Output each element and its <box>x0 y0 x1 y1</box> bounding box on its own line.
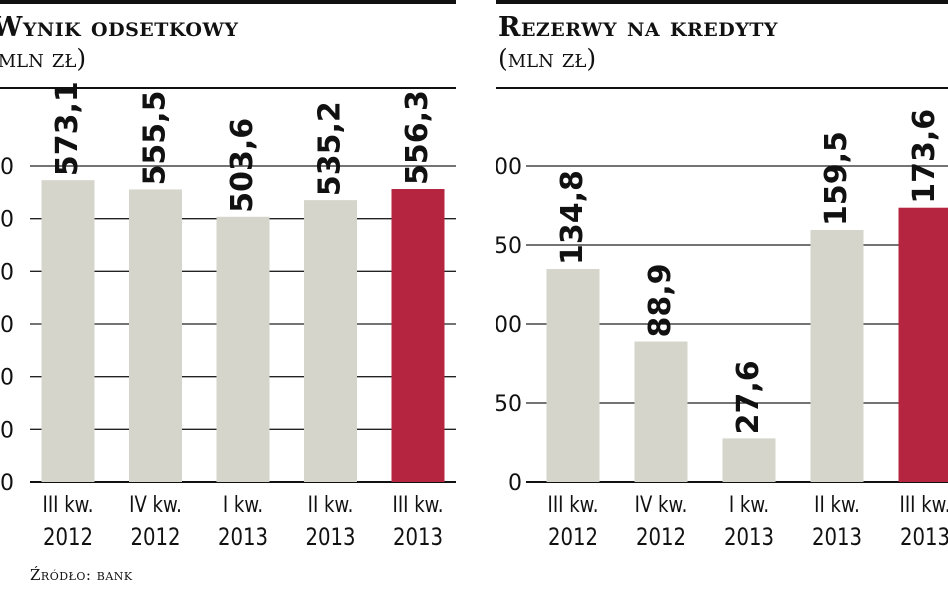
category-year-label: 2013 <box>305 524 355 551</box>
category-label: IV kw. <box>129 491 182 517</box>
y-tick-label: 200 <box>496 155 522 180</box>
bar <box>41 180 95 482</box>
bar-value-label: 573,1 <box>50 81 85 176</box>
title-separator <box>496 87 948 89</box>
category-label: III kw. <box>43 491 94 517</box>
category-label: I kw. <box>223 491 263 517</box>
bar <box>722 438 776 482</box>
bar-value-label: 159,5 <box>819 131 854 226</box>
category-year-label: 2012 <box>130 524 180 551</box>
y-tick-label: 50 <box>496 392 522 417</box>
chart-subtitle: (mln zł) <box>0 44 87 73</box>
category-year-label: 2013 <box>218 524 268 551</box>
bar-value-label: 134,8 <box>555 170 590 265</box>
source-note: Źródło: bank <box>30 566 133 584</box>
y-tick-label: 500 <box>0 208 14 233</box>
y-tick-label: 0 <box>0 471 14 496</box>
bar-value-label: 555,5 <box>138 91 173 186</box>
loan-provisions-bar-chart: 0 50 100 150 200 134,8 III kw. 2012 88,9 IV kw. 20… <box>496 109 948 552</box>
chart-panel-loan-provisions: Rezerwy na kredyty (mln zł) 0 50 100 150 200… <box>496 0 948 560</box>
y-tick-label: 150 <box>496 234 522 259</box>
category-label: II kw. <box>814 491 860 517</box>
y-tick-label: 400 <box>0 260 14 285</box>
title-separator <box>0 87 456 89</box>
bar <box>546 269 600 482</box>
bar-value-label: 556,3 <box>400 90 435 185</box>
chart-title: Rezerwy na kredyty <box>498 12 778 43</box>
category-year-label: 2013 <box>900 524 948 551</box>
interest-income-bar-chart: 0 100 200 300 400 500 600 573,1 III kw. 2012 555,5… <box>0 81 456 552</box>
category-label: III kw. <box>548 491 599 517</box>
bar <box>216 216 270 482</box>
chart-subtitle: (mln zł) <box>498 44 597 73</box>
category-year-label: 2013 <box>393 524 443 551</box>
y-tick-label: 0 <box>508 471 522 496</box>
bar-value-label: 503,6 <box>225 118 260 213</box>
category-label: III kw. <box>393 491 444 517</box>
top-rule <box>0 0 456 4</box>
bar-value-label: 88,9 <box>643 264 678 338</box>
y-tick-label: 100 <box>496 313 522 338</box>
bar <box>304 200 357 483</box>
top-rule <box>496 0 948 4</box>
category-label: III kw. <box>900 491 948 517</box>
y-tick-label: 200 <box>0 366 14 391</box>
bar-value-label: 173,6 <box>907 109 942 204</box>
category-year-label: 2013 <box>812 524 862 551</box>
bar <box>810 229 864 482</box>
y-tick-label: 600 <box>0 155 14 180</box>
bar <box>634 341 688 482</box>
category-year-label: 2012 <box>636 524 686 551</box>
bar-value-label: 27,6 <box>731 360 766 434</box>
bar-value-label: 535,2 <box>313 101 348 196</box>
bar <box>391 189 445 483</box>
category-label: I kw. <box>729 491 769 517</box>
y-tick-label: 300 <box>0 313 14 338</box>
bar <box>898 207 948 482</box>
chart-title: Wynik odsetkowy <box>0 12 239 43</box>
y-tick-label: 100 <box>0 418 14 443</box>
category-label: II kw. <box>308 491 354 517</box>
category-year-label: 2012 <box>548 524 598 551</box>
category-year-label: 2013 <box>724 524 774 551</box>
chart-panel-interest-income: Wynik odsetkowy (mln zł) 0 100 200 300 400 50… <box>0 0 456 560</box>
category-year-label: 2012 <box>43 524 93 551</box>
bar <box>129 189 182 483</box>
category-label: IV kw. <box>635 491 688 517</box>
